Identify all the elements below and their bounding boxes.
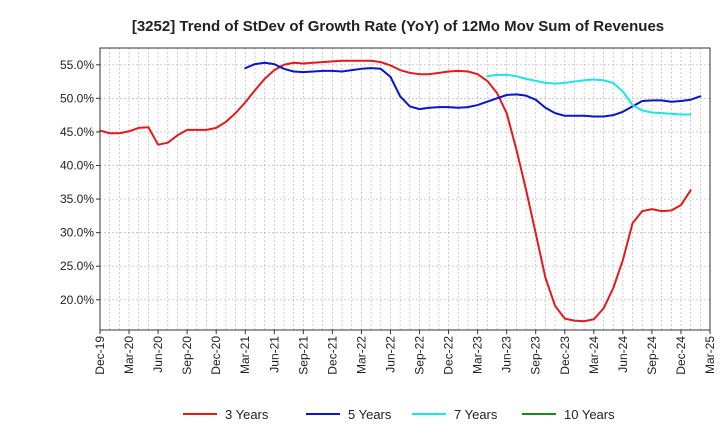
legend-label-5-years: 5 Years bbox=[348, 407, 392, 422]
x-tick-label: Mar-21 bbox=[238, 336, 252, 374]
y-tick-label: 20.0% bbox=[60, 293, 94, 307]
series-line-5-years bbox=[244, 61, 702, 118]
chart-title: [3252] Trend of StDev of Growth Rate (Yo… bbox=[132, 18, 664, 35]
plot-frame bbox=[99, 47, 711, 331]
x-tick-label: Jun-24 bbox=[616, 336, 630, 373]
legend-label-3-years: 3 Years bbox=[225, 407, 269, 422]
x-tick-label: Dec-22 bbox=[442, 336, 456, 375]
y-tick-label: 50.0% bbox=[60, 91, 94, 105]
y-tick-label: 25.0% bbox=[60, 259, 94, 273]
x-tick-label: Jun-22 bbox=[383, 336, 397, 373]
x-tick-label: Dec-20 bbox=[209, 336, 223, 375]
legend-label-7-years: 7 Years bbox=[454, 407, 498, 422]
x-tick-label: Mar-25 bbox=[703, 336, 717, 374]
x-tick-label: Jun-20 bbox=[151, 336, 165, 373]
x-tick-label: Dec-19 bbox=[93, 336, 107, 375]
x-tick-label: Mar-22 bbox=[354, 336, 368, 374]
x-tick-label: Mar-23 bbox=[471, 336, 485, 374]
series-line-3-years bbox=[99, 59, 692, 323]
x-tick-label: Sep-21 bbox=[296, 336, 310, 375]
x-tick-label: Sep-23 bbox=[529, 336, 543, 375]
x-tick-label: Mar-24 bbox=[587, 336, 601, 374]
y-tick-label: 40.0% bbox=[60, 159, 94, 173]
legend-label-10-years: 10 Years bbox=[564, 407, 615, 422]
y-tick-label: 45.0% bbox=[60, 125, 94, 139]
x-tick-label: Dec-23 bbox=[558, 336, 572, 375]
y-tick-label: 30.0% bbox=[60, 226, 94, 240]
y-tick-label: 35.0% bbox=[60, 192, 94, 206]
x-tick-layer: Dec-19 Mar-20 Jun-20 Sep-20 Dec-20 Mar-21 Jun-… bbox=[93, 330, 717, 375]
y-tick-label: 55.0% bbox=[60, 58, 94, 72]
x-tick-label: Dec-21 bbox=[325, 336, 339, 375]
grid-layer bbox=[100, 48, 710, 330]
series-layer bbox=[99, 59, 702, 323]
x-tick-label: Mar-20 bbox=[122, 336, 136, 374]
legend-layer: 3 Years 5 Years 7 Years 10 Years bbox=[183, 407, 615, 422]
x-tick-label: Jun-21 bbox=[267, 336, 281, 373]
x-tick-label: Sep-20 bbox=[180, 336, 194, 375]
series-line-7-years bbox=[486, 73, 692, 116]
x-tick-label: Jun-23 bbox=[500, 336, 514, 373]
x-tick-label: Sep-24 bbox=[645, 336, 659, 375]
x-tick-label: Sep-22 bbox=[413, 336, 427, 375]
y-tick-layer: 20.0% 25.0% 30.0% 35.0% 40.0% 45.0% 50.0% 55.0% bbox=[60, 58, 100, 307]
x-tick-label: Dec-24 bbox=[674, 336, 688, 375]
